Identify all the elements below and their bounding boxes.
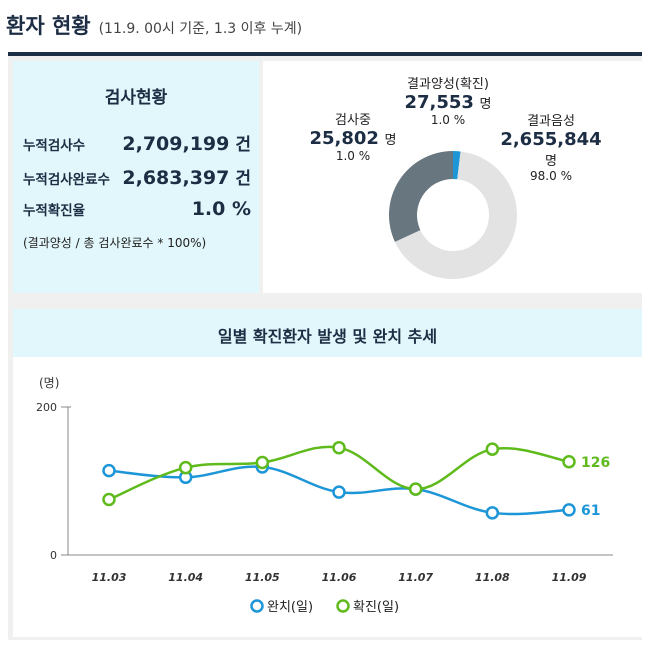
page-header: 환자 현황 (11.9. 00시 기준, 1.3 이후 누계) — [6, 10, 302, 44]
data-point — [255, 455, 270, 470]
stat-label: 누적확진율 — [23, 203, 86, 219]
end-value-label: 126 — [581, 455, 610, 471]
data-point — [485, 506, 500, 520]
stat-row-total-tests: 누적검사수 2,709,199 건 — [23, 130, 251, 155]
trend-chart-body: (명) 0 200 11.03 11.04 11.05 11.06 11.07 11.08 11.… — [13, 357, 642, 637]
y-axis-label: (명) — [39, 376, 59, 390]
page-subtitle: (11.9. 00시 기준, 1.3 이후 누계) — [98, 21, 303, 37]
stat-row-completed-tests: 누적검사완료수 2,683,397 건 — [23, 164, 251, 189]
test-status-title: 검사현황 — [104, 88, 168, 108]
data-point — [562, 503, 576, 517]
x-tick-label: 11.09 — [552, 571, 587, 584]
stat-note: (결과양성 / 총 검사완료수 * 100%) — [23, 236, 207, 250]
donut-slice — [453, 151, 461, 180]
stat-value: 1.0 % — [191, 198, 251, 220]
donut-slice — [394, 151, 517, 279]
x-tick-label: 11.06 — [322, 571, 357, 584]
x-tick-label: 11.04 — [168, 571, 203, 584]
data-point — [178, 460, 193, 475]
y-tick-label: 0 — [50, 549, 57, 562]
y-tick-label: 200 — [36, 401, 57, 414]
page-title: 환자 현황 — [6, 14, 91, 38]
legend-label: 완치(일) — [267, 600, 313, 615]
x-tick-label: 11.03 — [92, 571, 127, 584]
header-rule — [8, 52, 642, 56]
legend-label: 확진(일) — [353, 600, 399, 615]
trend-line-chart: (명) 0 200 11.03 11.04 11.05 11.06 11.07 11.08 11.… — [36, 376, 613, 615]
stat-value: 2,709,199 건 — [122, 133, 251, 155]
x-tick-label: 11.08 — [475, 571, 510, 584]
stat-label: 누적검사수 — [23, 138, 86, 154]
donut-area: 결과양성(확진) 27,553 명 1.0 % 결과음성 2,655,844 명… — [263, 61, 642, 293]
trend-title-bar: 일별 확진환자 발생 및 완치 추세 — [13, 309, 642, 357]
data-point — [332, 485, 346, 499]
data-point — [485, 442, 500, 456]
stat-row-positive-rate: 누적확진율 1.0 % — [23, 198, 251, 220]
legend-marker — [250, 599, 264, 613]
stat-label: 누적검사완료수 — [23, 172, 110, 188]
data-point — [408, 482, 423, 496]
x-tick-label: 11.05 — [245, 571, 280, 584]
donut-label-pending: 검사중 25,802 명 1.0 % — [309, 113, 397, 163]
test-status-box: 검사현황 누적검사수 2,709,199 건 누적검사완료수 2,683,397 건… — [13, 61, 259, 293]
data-point — [102, 492, 116, 507]
stat-value: 2,683,397 건 — [122, 167, 251, 189]
data-point — [332, 440, 346, 455]
trend-chart-title: 일별 확진환자 발생 및 완치 추세 — [217, 327, 438, 346]
x-tick-label: 11.07 — [398, 571, 433, 584]
data-point — [102, 463, 116, 478]
legend-marker — [336, 599, 350, 613]
end-value-label: 61 — [581, 503, 600, 519]
donut-chart — [389, 151, 517, 279]
data-point — [562, 455, 576, 469]
donut-slice — [389, 151, 453, 242]
donut-label-negative: 결과음성 2,655,844 명 98.0 % — [500, 114, 602, 183]
donut-label-positive: 결과양성(확진) 27,553 명 1.0 % — [404, 77, 492, 127]
